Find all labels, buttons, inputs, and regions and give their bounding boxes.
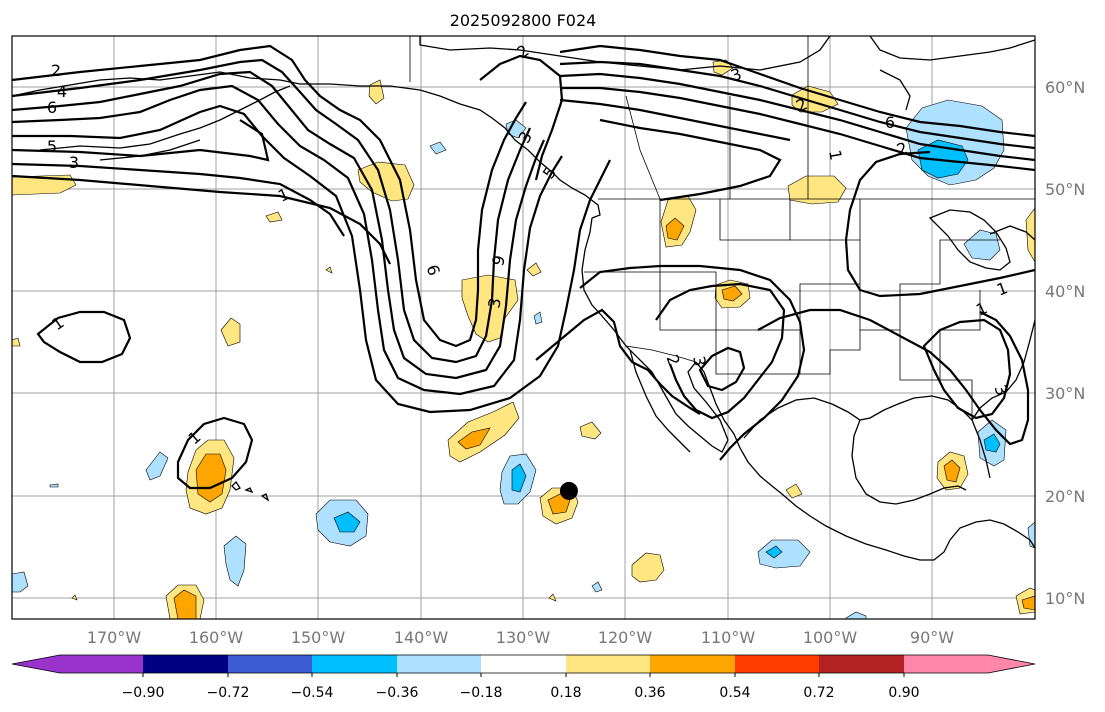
colorbar-tick-label: −0.54 [291,685,334,701]
lon-label: 140°W [394,628,449,647]
contour-label: 1 [825,148,845,161]
colorbar-outline [11,654,1036,674]
colorbar-segment [735,655,819,673]
lat-label: 20°N [1045,487,1085,506]
map-content: 2 4 6 5 3 1 6 3 1 9 5 3 1 2 2 3 6 2 1 2 … [12,36,1035,619]
lat-label: 60°N [1045,78,1085,97]
longitude-labels: 170°W 160°W 150°W 140°W 130°W 120°W 110°… [87,628,954,647]
contour-label: 2 [51,61,61,80]
colorbar-segment [819,655,904,673]
lat-label: 30°N [1045,384,1085,403]
colorbar-segment [228,655,312,673]
colorbar-segment [143,655,228,673]
black-dot-marker [559,481,578,500]
shaded-anomalies [12,59,1035,619]
figure-title: 2025092800 F024 [450,11,597,30]
contour-label: 5 [47,137,57,156]
colorbar-segment [481,655,566,673]
lon-label: 130°W [496,628,551,647]
colorbar-segment [312,655,397,673]
colorbar-tick-label: 0.72 [803,685,834,701]
contour-label: 9 [488,253,509,268]
lat-label: 10°N [1045,589,1085,608]
colorbar-tick-label: 0.36 [634,685,665,701]
contour-label: 6 [885,113,895,132]
colorbar-tick-label: −0.72 [207,685,250,701]
colorbar-extend-max [904,655,1035,673]
lat-label: 40°N [1045,282,1085,301]
lon-label: 120°W [598,628,653,647]
colorbar-segment [650,655,735,673]
contour-lines [12,44,1035,490]
colorbar-segment [397,655,481,673]
lon-label: 150°W [291,628,346,647]
colorbar-tick-label: 0.54 [719,685,750,701]
colorbar-extend-min [12,655,143,673]
contour-label: 3 [69,153,79,172]
colorbar-tick-label: 0.90 [888,685,919,701]
colorbar-tick-label: −0.90 [122,685,165,701]
lon-label: 160°W [189,628,244,647]
colorbar: −0.90 −0.72 −0.54 −0.36 −0.18 0.18 0.36 … [11,654,1036,701]
colorbar-segment [566,655,650,673]
lon-label: 110°W [701,628,756,647]
contour-label: 3 [689,354,709,367]
lon-label: 90°W [910,628,954,647]
contour-label: 6 [47,98,57,117]
contour-label: 4 [57,82,67,101]
latitude-labels: 60°N 50°N 40°N 30°N 20°N 10°N [1045,78,1085,608]
lon-label: 170°W [87,628,142,647]
lat-label: 50°N [1045,180,1085,199]
map-frame [11,35,1036,620]
colorbar-tick-labels: −0.90 −0.72 −0.54 −0.36 −0.18 0.18 0.36 … [122,685,920,701]
colorbar-tick-label: 0.18 [550,685,581,701]
contour-label: 3 [484,296,504,309]
lon-label: 100°W [803,628,858,647]
colorbar-tick-label: −0.18 [460,685,503,701]
colorbar-tick-label: −0.36 [376,685,419,701]
